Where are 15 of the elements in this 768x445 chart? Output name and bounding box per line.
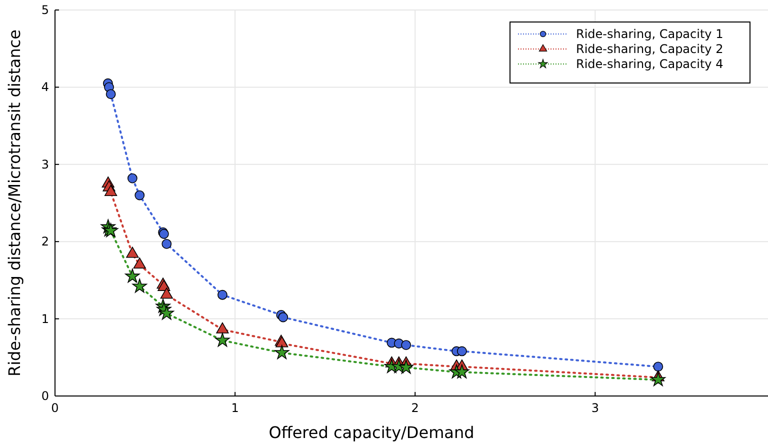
legend-label: Ride-sharing, Capacity 1 [576,27,724,41]
y-tick-label: 3 [41,157,49,172]
y-tick-label: 0 [41,389,49,403]
y-tick-label: 4 [41,80,49,94]
y-tick-label: 5 [41,3,49,17]
x-axis-title: Offered capacity/Demand [268,423,474,442]
y-tick-label: 1 [41,312,49,326]
legend-label: Ride-sharing, Capacity 2 [576,42,724,56]
y-axis-title: Ride-sharing distance/Microtransit distance [5,29,24,377]
y-tick-label: 2 [41,234,49,249]
x-tick-label: 3 [591,401,599,415]
x-tick-label: 2 [411,401,419,415]
x-tick-label: 1 [231,401,239,415]
legend-label: Ride-sharing, Capacity 4 [576,57,724,71]
x-tick-label: 0 [51,401,59,415]
